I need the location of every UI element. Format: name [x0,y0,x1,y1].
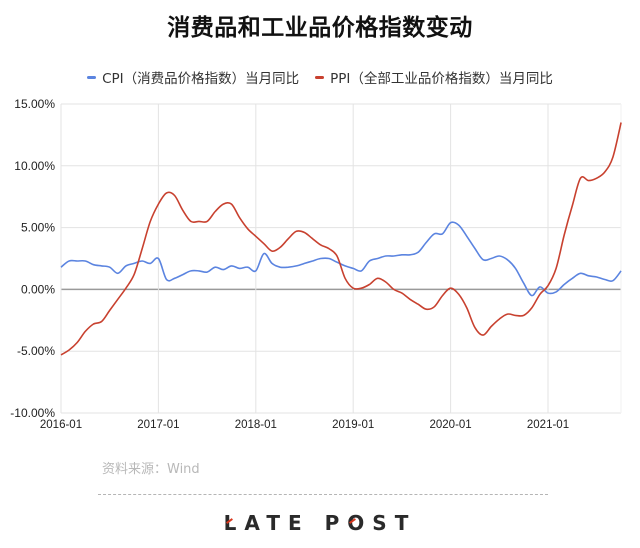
y-tick-label: 15.00% [14,97,55,111]
legend-item-ppi[interactable]: PPI（全部工业品价格指数）当月同比 [315,67,553,87]
latepost-logo: LATE POST [0,511,640,535]
legend-label-cpi: CPI（消费品价格指数）当月同比 [102,71,300,87]
y-axis: 15.00% 10.00% 5.00% 0.00% -5.00% -10.00% [10,97,55,420]
series-line-ppi [60,122,622,356]
series-line-cpi [60,221,622,297]
x-tick-label: 2021-01 [527,419,569,431]
x-tick-label: 2020-01 [429,419,471,431]
x-tick-label: 2017-01 [137,419,179,431]
y-tick-label: -5.00% [17,344,55,358]
chart-grid [60,103,622,414]
legend-swatch-cpi-icon [87,75,97,79]
data-source-note: 资料来源：Wind [102,462,200,477]
chart-legend: CPI（消费品价格指数）当月同比 PPI（全部工业品价格指数）当月同比 [0,67,640,87]
logo-text-late: LATE [223,511,310,535]
line-chart: 15.00% 10.00% 5.00% 0.00% -5.00% -10.00% 2016… [10,97,622,431]
legend-label-ppi: PPI（全部工业品价格指数）当月同比 [330,71,553,87]
y-tick-label: 0.00% [21,282,55,296]
chart-series [60,122,622,356]
x-tick-label: 2016-01 [40,419,82,431]
legend-item-cpi[interactable]: CPI（消费品价格指数）当月同比 [87,67,299,87]
y-tick-label: 5.00% [21,221,55,235]
dashed-divider [98,494,548,495]
y-tick-label: -10.00% [10,406,55,420]
x-axis: 2016-01 2017-01 2018-01 2019-01 2020-01 2021-… [40,419,569,431]
x-tick-label: 2019-01 [332,419,374,431]
logo-text-post: POST [324,511,417,535]
x-tick-label: 2018-01 [235,419,277,431]
y-tick-label: 10.00% [14,159,55,173]
chart-title: 消费品和工业品价格指数变动 [167,15,473,41]
legend-swatch-ppi-icon [315,75,325,79]
